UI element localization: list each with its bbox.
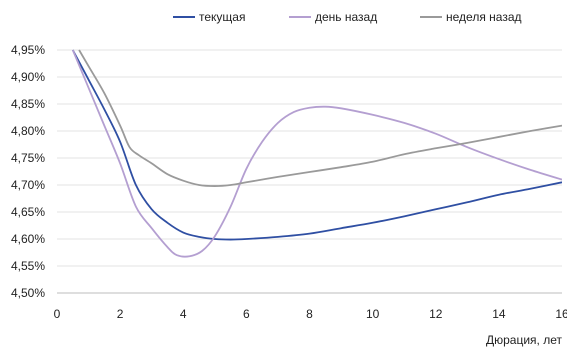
y-tick-label: 4,80% — [11, 124, 45, 138]
y-tick-label: 4,70% — [11, 178, 45, 192]
y-axis-ticks: 4,50% 4,55% 4,60% 4,65% 4,70% 4,75% 4,80% 4,85%… — [11, 43, 45, 300]
x-tick-label: 6 — [243, 307, 250, 321]
x-tick-label: 2 — [117, 307, 124, 321]
y-tick-label: 4,85% — [11, 97, 45, 111]
x-tick-label: 16 — [555, 307, 567, 321]
series-line-1 — [71, 49, 562, 241]
x-tick-label: 10 — [366, 307, 380, 321]
y-tick-label: 4,55% — [11, 259, 45, 273]
legend: текущая день назад неделя назад — [173, 10, 522, 24]
x-tick-label: 12 — [429, 307, 443, 321]
y-tick-label: 4,60% — [11, 232, 45, 246]
legend-label: неделя назад — [446, 10, 522, 24]
y-tick-label: 4,75% — [11, 151, 45, 165]
x-tick-label: 8 — [306, 307, 313, 321]
series-line-3 — [78, 49, 562, 187]
legend-label: текущая — [199, 10, 245, 24]
series-lines — [71, 49, 562, 258]
series-line-2 — [71, 49, 562, 258]
gridlines — [57, 49, 562, 294]
y-tick-label: 4,65% — [11, 205, 45, 219]
y-tick-label: 4,95% — [11, 43, 45, 57]
legend-label: день назад — [315, 10, 377, 24]
x-tick-label: 4 — [180, 307, 187, 321]
x-tick-label: 0 — [54, 307, 61, 321]
y-tick-label: 4,90% — [11, 70, 45, 84]
y-tick-label: 4,50% — [11, 286, 45, 300]
x-axis-label: Дюрация, лет — [486, 333, 562, 347]
x-axis-ticks: 0 2 4 6 8 10 12 14 16 — [54, 307, 567, 321]
x-tick-label: 14 — [492, 307, 506, 321]
